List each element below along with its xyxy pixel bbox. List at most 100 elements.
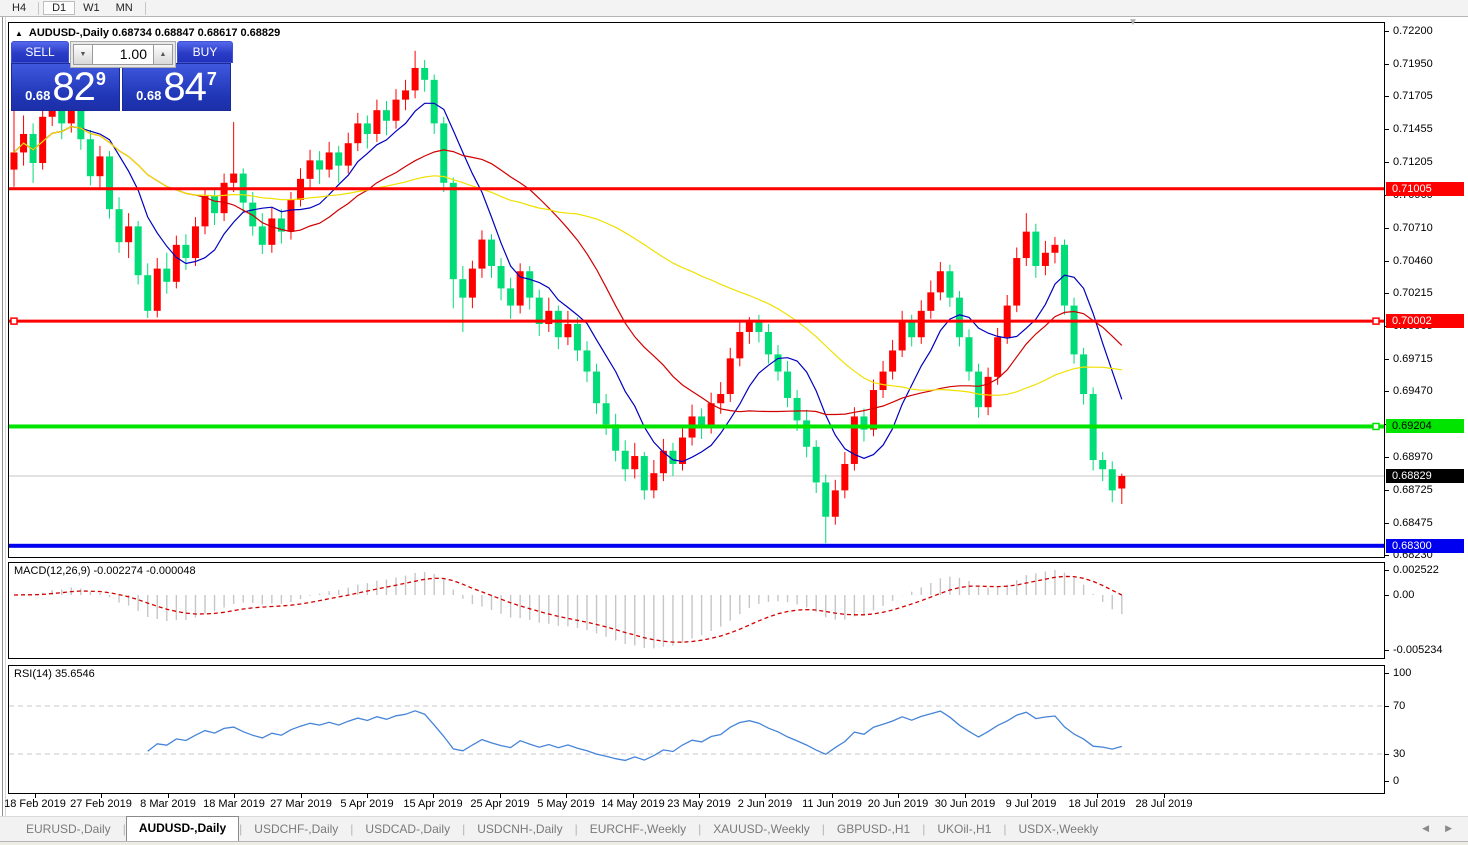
date-tick-mark — [433, 794, 434, 798]
timeframe-mn-button[interactable]: MN — [108, 1, 141, 16]
tab-usdchf-daily[interactable]: USDCHF-,Daily — [254, 822, 339, 836]
hline-handle — [1372, 317, 1380, 325]
macd-signal-line — [13, 575, 1123, 643]
price-axis-tick: 0.71455 — [1393, 123, 1433, 135]
price-axis-tick: 0.69715 — [1393, 353, 1433, 365]
hline-handle — [1372, 422, 1380, 431]
indicator-axis-tick: 70 — [1393, 700, 1406, 712]
price-axis-tick-mark — [1385, 555, 1389, 556]
tab-separator: | — [698, 822, 702, 836]
indicator-axis-tick-mark — [1385, 781, 1389, 782]
date-axis-label: 25 Apr 2019 — [470, 798, 530, 810]
moving-average-8 — [13, 102, 1123, 463]
tab-usdcnh-daily[interactable]: USDCNH-,Daily — [477, 822, 563, 836]
macd-label: MACD(12,26,9) -0.002274 -0.000048 — [14, 565, 196, 577]
timeframe-h4-button[interactable]: H4 — [4, 1, 34, 16]
date-axis-label: 5 Apr 2019 — [340, 798, 394, 810]
buy-button[interactable]: BUY — [177, 41, 233, 63]
price-axis-tick: 0.71950 — [1393, 58, 1433, 70]
tab-separator: | — [821, 822, 825, 836]
price-label-0.68300: 0.68300 — [1386, 539, 1464, 553]
tab-audusd-daily[interactable]: AUDUSD-,Daily — [125, 816, 240, 841]
tab-scroll-right-icon[interactable]: ▶ — [1445, 823, 1452, 833]
trade-panel-collapse-icon[interactable]: ▲ — [15, 28, 23, 38]
timeframe-w1-button[interactable]: W1 — [75, 1, 108, 16]
date-axis-label: 28 Jul 2019 — [1135, 798, 1193, 810]
date-tick-mark — [168, 794, 169, 798]
buy-price-display[interactable]: 0.68 84 7 — [122, 63, 231, 111]
price-axis-tick: 0.71705 — [1393, 90, 1433, 102]
price-label-0.71005: 0.71005 — [1386, 182, 1464, 196]
date-axis[interactable]: 18 Feb 2019 27 Feb 2019 8 Mar 2019 18 Mar 2… — [4, 794, 1385, 815]
date-axis-label: 18 Jul 2019 — [1068, 798, 1126, 810]
date-axis-label: 2 Jun 2019 — [737, 798, 793, 810]
indicator-axis-tick: 0.002522 — [1393, 564, 1439, 576]
date-axis-label: 23 May 2019 — [667, 798, 731, 810]
date-axis-label: 15 Apr 2019 — [403, 798, 463, 810]
chart-title-text: AUDUSD-,Daily 0.68734 0.68847 0.68617 0.… — [28, 27, 281, 39]
main-chart-pane[interactable]: ▼ ▲ AUDUSD-,Daily 0.68734 0.68847 0.6861… — [8, 17, 1385, 558]
rsi-line — [147, 710, 1122, 762]
price-axis-tick: 0.70710 — [1393, 222, 1433, 234]
volume-decrease-button[interactable]: ▼ — [73, 44, 93, 65]
tab-eurchf-weekly[interactable]: EURCHF-,Weekly — [589, 822, 687, 836]
sell-price-display[interactable]: 0.68 82 9 — [11, 63, 120, 111]
rsi-pane[interactable]: RSI(14) 35.6546 — [8, 665, 1385, 794]
price-axis-tick: 0.70215 — [1393, 287, 1433, 299]
price-axis-tick: 0.68970 — [1393, 451, 1433, 463]
date-tick-mark — [699, 794, 700, 798]
macd-chart — [13, 569, 1123, 649]
toolbar-separator — [38, 1, 40, 15]
price-axis-tick-mark — [1385, 391, 1389, 392]
macd-pane[interactable]: MACD(12,26,9) -0.002274 -0.000048 — [8, 562, 1385, 659]
date-tick-mark — [965, 794, 966, 798]
date-axis-label: 18 Feb 2019 — [4, 798, 66, 810]
sell-button[interactable]: SELL — [11, 41, 69, 63]
date-axis-label: 8 Mar 2019 — [140, 798, 196, 810]
date-axis-label: 9 Jul 2019 — [1005, 798, 1057, 810]
date-axis-label: 14 May 2019 — [601, 798, 665, 810]
tab-ukoil-h1[interactable]: UKOil-,H1 — [937, 822, 992, 836]
price-axis[interactable]: 0.722000.719500.717050.714550.712050.709… — [1385, 18, 1468, 815]
tab-separator: | — [350, 822, 354, 836]
date-tick-mark — [1097, 794, 1098, 798]
indicator-axis-tick: 30 — [1393, 748, 1406, 760]
price-axis-tick-mark — [1385, 457, 1389, 458]
spinner-down-icon: ▼ — [79, 51, 87, 58]
date-axis-label: 5 May 2019 — [537, 798, 595, 810]
price-axis-tick-mark — [1385, 523, 1389, 524]
sell-price-pip: 9 — [95, 68, 106, 89]
timeframe-toolbar: H4 D1 W1 MN — [0, 0, 1468, 17]
rsi-chart — [9, 705, 1384, 762]
volume-increase-button[interactable]: ▲ — [153, 44, 173, 65]
indicator-axis-tick: 0.00 — [1393, 589, 1415, 601]
price-axis-tick-mark — [1385, 64, 1389, 65]
date-tick-mark — [1031, 794, 1032, 798]
indicator-axis-tick: -0.005234 — [1393, 644, 1443, 656]
tab-usdx-weekly[interactable]: USDX-,Weekly — [1018, 822, 1099, 836]
tab-separator: | — [922, 822, 926, 836]
volume-field[interactable]: 1.00 — [93, 44, 153, 65]
tab-scroll-left-icon[interactable]: ◀ — [1422, 823, 1430, 833]
date-tick-mark — [1164, 794, 1165, 798]
tab-separator: | — [574, 822, 578, 836]
price-axis-tick: 0.69470 — [1393, 385, 1433, 397]
price-axis-tick-mark — [1385, 261, 1389, 262]
price-axis-tick: 0.68725 — [1393, 484, 1433, 496]
toolbar-separator — [144, 1, 146, 15]
tab-xauusd-weekly[interactable]: XAUUSD-,Weekly — [713, 822, 810, 836]
date-axis-label: 20 Jun 2019 — [867, 798, 929, 810]
autoscroll-indicator-icon[interactable]: ▼ — [1128, 17, 1138, 28]
sell-price-big: 82 — [52, 65, 95, 109]
chart-tab-bar: EURUSD-,Daily | AUDUSD-,Daily | USDCHF-,Dail… — [0, 816, 1468, 841]
date-tick-mark — [633, 794, 634, 798]
chart-title: ▲ AUDUSD-,Daily 0.68734 0.68847 0.68617 … — [15, 27, 280, 39]
buy-price-pip: 7 — [206, 68, 217, 89]
one-click-trade-panel: SELL ▼ 1.00 ▲ BUY 0.68 82 9 0.68 84 7 — [11, 41, 233, 111]
indicator-axis-tick-mark — [1385, 673, 1389, 674]
buy-price-big: 84 — [163, 65, 206, 109]
tab-gbpusd-h1[interactable]: GBPUSD-,H1 — [836, 822, 911, 836]
tab-eurusd-daily[interactable]: EURUSD-,Daily — [26, 822, 111, 836]
timeframe-d1-button[interactable]: D1 — [43, 1, 76, 15]
tab-usdcad-daily[interactable]: USDCAD-,Daily — [365, 822, 451, 836]
